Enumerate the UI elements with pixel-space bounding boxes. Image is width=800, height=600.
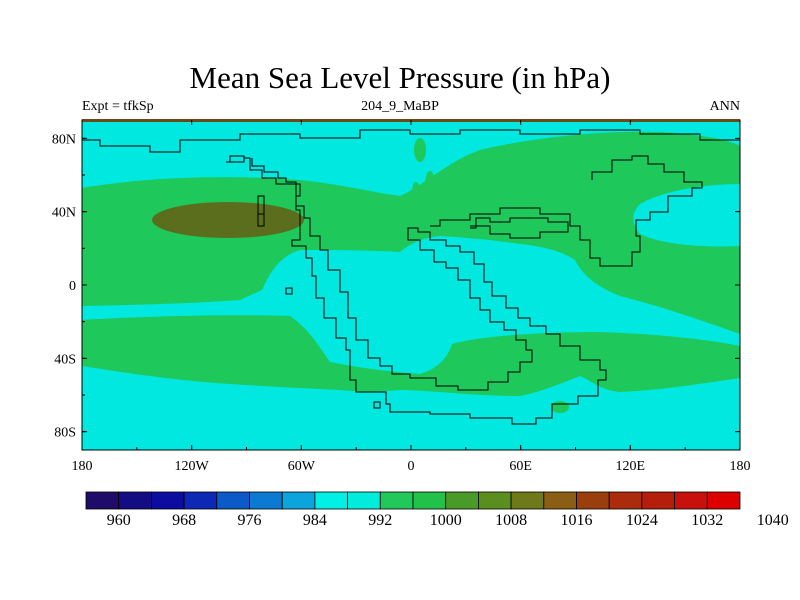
colorbar-swatch xyxy=(576,491,610,510)
field-south-patch xyxy=(551,401,569,413)
colorbar-swatch xyxy=(281,491,316,510)
field-arctic-patch xyxy=(425,171,435,199)
colorbar-swatch xyxy=(674,491,708,510)
colorbar-swatch xyxy=(118,491,152,510)
colorbar: 960 968 976 984 992 1000 1008 1016 1024 1032 1040 xyxy=(85,491,789,529)
colorbar-swatch xyxy=(347,491,381,510)
season-label: ANN xyxy=(709,99,740,114)
coastline-north-america-fragment xyxy=(257,195,265,227)
coastline-island xyxy=(285,287,293,295)
coastline-asia-block xyxy=(430,155,703,267)
colorbar-swatch xyxy=(543,491,577,510)
axis-ticks: 180 120W 60W 0 60E 120E 180 80N 40N 0 40S 80S xyxy=(52,120,751,474)
colorbar-label: 984 xyxy=(303,512,327,529)
colorbar-label: 1008 xyxy=(495,512,527,529)
coastline-pangea xyxy=(226,157,607,425)
colorbar-swatch xyxy=(445,491,479,510)
y-tick-label: 80N xyxy=(52,132,76,147)
coastline-north-pangea xyxy=(82,129,740,153)
y-tick-label: 80S xyxy=(54,426,76,441)
colorbar-swatch xyxy=(641,491,676,510)
coastline-island xyxy=(229,155,245,163)
colorbar-swatch xyxy=(249,491,283,510)
colorbar-swatch xyxy=(706,491,741,510)
colorbar-swatch xyxy=(183,491,218,510)
colorbar-swatch xyxy=(216,491,250,510)
colorbar-label: 1016 xyxy=(561,512,593,529)
colorbar-swatch xyxy=(379,491,414,510)
pressure-field xyxy=(82,120,740,450)
colorbar-swatch xyxy=(412,491,447,510)
field-southern-green-band xyxy=(82,315,740,396)
field-arctic-patch xyxy=(442,177,452,203)
x-tick-label: 60E xyxy=(509,459,532,474)
x-tick-label: 0 xyxy=(408,459,415,474)
field-arctic-patch xyxy=(414,138,426,162)
coastline-north-china xyxy=(470,217,569,239)
y-tick-label: 40S xyxy=(54,352,76,367)
colorbar-swatch xyxy=(85,491,120,510)
colorbar-label: 976 xyxy=(238,512,262,529)
coastline-island xyxy=(373,401,381,409)
colorbar-swatch xyxy=(608,491,643,510)
colorbar-swatch xyxy=(150,491,185,510)
coastlines xyxy=(82,129,740,425)
x-tick-label: 180 xyxy=(730,459,751,474)
colorbar-label: 1032 xyxy=(691,512,723,529)
colorbar-label: 1000 xyxy=(430,512,462,529)
colorbar-swatch xyxy=(314,491,348,510)
x-tick-label: 120W xyxy=(175,459,210,474)
x-tick-label: 60W xyxy=(288,459,316,474)
age-label: 204_9_MaBP xyxy=(361,99,439,114)
colorbar-swatch xyxy=(510,491,545,510)
experiment-label: Expt = tfkSp xyxy=(82,99,154,114)
colorbar-label: 1024 xyxy=(626,512,658,529)
map-title: Mean Sea Level Pressure (in hPa) xyxy=(189,60,611,95)
colorbar-label: 1040 xyxy=(757,512,789,529)
colorbar-swatch xyxy=(477,491,512,510)
field-arctic-patch xyxy=(460,178,470,202)
x-tick-label: 120E xyxy=(616,459,646,474)
colorbar-label: 992 xyxy=(368,512,392,529)
y-tick-label: 0 xyxy=(69,279,76,294)
field-subtropical-high xyxy=(152,202,304,238)
field-arctic-patch xyxy=(412,182,420,202)
colorbar-label: 960 xyxy=(107,512,131,529)
x-tick-label: 180 xyxy=(72,459,93,474)
colorbar-label: 968 xyxy=(172,512,196,529)
field-northern-green-band xyxy=(82,131,740,334)
y-tick-label: 40N xyxy=(52,206,76,221)
